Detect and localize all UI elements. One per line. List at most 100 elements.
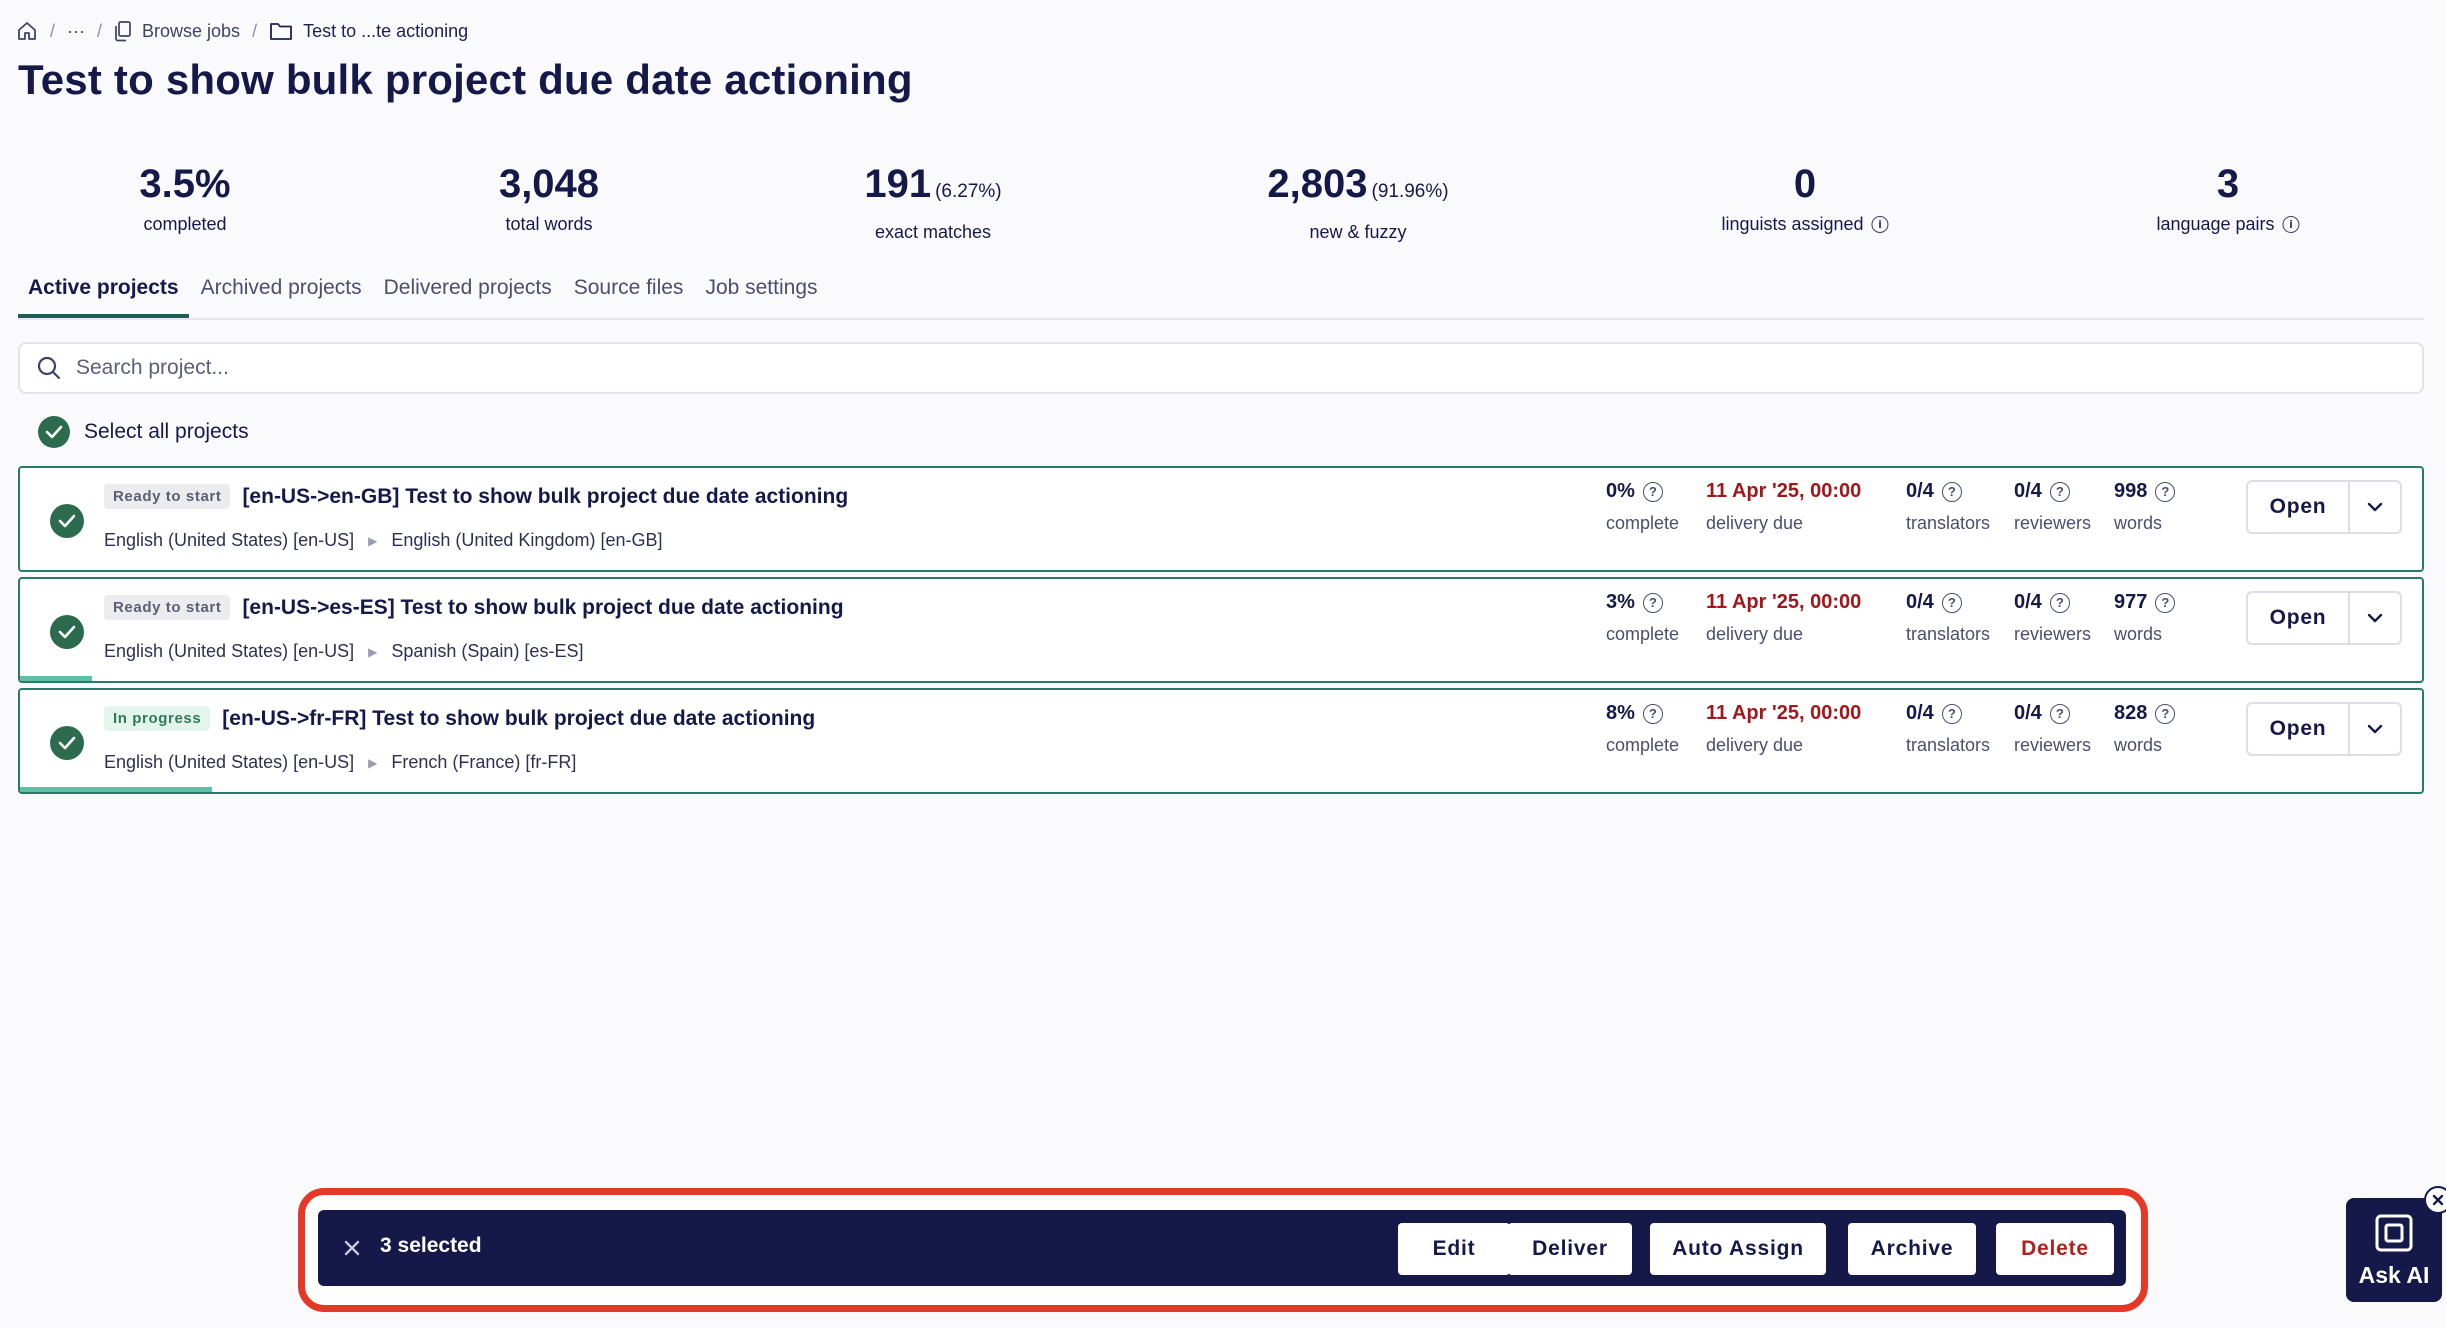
metric-value: 0/4 [1906,702,1934,724]
project-row: Ready to start [en-US->es-ES] Test to sh… [18,577,2424,683]
progress-fill [20,787,213,792]
stat-exact-matches: 191 (6.27%) exact matches [864,160,1001,243]
close-icon[interactable] [2424,1186,2446,1214]
project-row: Ready to start [en-US->en-GB] Test to sh… [18,466,2424,572]
search-bar [18,342,2424,394]
ask-ai-label: Ask AI [2358,1261,2430,1288]
project-name[interactable]: [en-US->fr-FR] Test to show bulk project… [222,706,816,730]
metric-value: 11 Apr '25, 00:00 [1706,480,1862,502]
archive-button[interactable]: Archive [1848,1223,1976,1275]
ask-ai-button[interactable]: Ask AI [2346,1198,2442,1302]
deliver-button[interactable]: Deliver [1508,1223,1632,1275]
language-pair: English (United States) [en-US] ▶ Spanis… [104,641,583,662]
metric-value: 0/4 [2014,480,2042,502]
metric-value: 0/4 [2014,702,2042,724]
help-icon[interactable]: ? [1642,703,1663,724]
tab-job-settings[interactable]: Job settings [705,276,818,299]
help-icon[interactable]: ? [1642,481,1663,502]
chevron-right-icon: ▶ [368,755,378,770]
target-language: French (France) [fr-FR] [391,752,577,772]
metric-words: 977? words [2114,591,2176,645]
help-icon[interactable]: ? [2155,481,2176,502]
metric-complete: 8%? complete [1606,702,1679,756]
project-tabs: Active projects Archived projects Delive… [18,268,2424,320]
tab-archived-projects[interactable]: Archived projects [200,276,362,299]
metric-translators: 0/4? translators [1906,480,1990,534]
open-button[interactable]: Open [2248,593,2350,643]
metric-words: 828? words [2114,702,2176,756]
source-language: English (United States) [en-US] [104,752,355,772]
stat-label: total words [505,214,593,234]
help-icon[interactable]: ? [1941,592,1962,613]
select-all-label: Select all projects [84,420,249,443]
project-name[interactable]: [en-US->en-GB] Test to show bulk project… [242,484,849,508]
open-button[interactable]: Open [2248,482,2350,532]
select-all-projects[interactable]: Select all projects [38,416,249,448]
stat-value: 3.5% [139,162,231,206]
help-icon[interactable]: ? [1941,481,1962,502]
metric-value: 0% [1606,480,1635,502]
checked-icon[interactable] [38,416,70,448]
metric-label: reviewers [2014,513,2092,533]
tab-source-files[interactable]: Source files [573,276,684,299]
project-name[interactable]: [en-US->es-ES] Test to show bulk project… [242,595,844,619]
project-row: In progress [en-US->fr-FR] Test to show … [18,688,2424,794]
help-icon[interactable]: ? [2155,703,2176,724]
chevron-right-icon: ▶ [368,533,378,548]
source-language: English (United States) [en-US] [104,530,355,550]
help-icon[interactable]: ? [2049,481,2070,502]
metric-value: 11 Apr '25, 00:00 [1706,702,1862,724]
checked-icon[interactable] [50,615,84,649]
stat-language-pairs: 3 language pairs i [2156,160,2300,235]
stat-total-words: 3,048 total words [499,160,599,235]
chevron-down-icon[interactable] [2350,704,2400,754]
status-badge: Ready to start [104,484,231,509]
language-pair: English (United States) [en-US] ▶ French… [104,752,576,773]
help-icon[interactable]: ? [2049,592,2070,613]
progress-track [20,787,2422,792]
metric-label: complete [1606,735,1680,755]
help-icon[interactable]: ? [2049,703,2070,724]
target-language: English (United Kingdom) [en-GB] [391,530,663,550]
breadcrumb-current: Test to ...te actioning [269,21,468,42]
breadcrumb-more[interactable]: ··· [67,20,85,41]
tab-active-projects[interactable]: Active projects [18,268,189,318]
metric-value: 977 [2114,591,2148,613]
metric-value: 0/4 [1906,480,1934,502]
status-badge: Ready to start [104,595,231,620]
help-icon[interactable]: ? [2155,592,2176,613]
metric-label: translators [1906,624,1991,644]
breadcrumb-separator: / [50,20,56,41]
home-icon [18,22,36,40]
chevron-down-icon[interactable] [2350,482,2400,532]
breadcrumb-home[interactable] [16,20,38,42]
chevron-down-icon[interactable] [2350,593,2400,643]
close-icon[interactable] [338,1234,366,1262]
metric-delivery-due: 11 Apr '25, 00:00 delivery due [1706,480,1861,534]
stat-value: 3,048 [498,162,600,206]
chevron-right-icon: ▶ [368,644,378,659]
checked-icon[interactable] [50,726,84,760]
metric-value: 8% [1606,702,1635,724]
edit-button[interactable]: Edit [1398,1223,1510,1275]
help-icon[interactable]: ? [1941,703,1962,724]
help-icon[interactable]: ? [1642,592,1663,613]
breadcrumb-browse-jobs-label: Browse jobs [142,20,241,41]
metric-label: reviewers [2014,624,2092,644]
search-input[interactable] [76,356,2276,380]
info-icon[interactable]: i [2282,216,2300,233]
auto-assign-button[interactable]: Auto Assign [1650,1223,1826,1275]
metric-label: delivery due [1706,735,1804,755]
open-button-group: Open [2246,480,2402,534]
info-icon[interactable]: i [1871,216,1889,233]
checked-icon[interactable] [50,504,84,538]
open-button[interactable]: Open [2248,704,2350,754]
stat-percent: (91.96%) [1371,181,1449,202]
tab-delivered-projects[interactable]: Delivered projects [383,276,552,299]
stat-label: linguists assigned i [1721,214,1889,235]
stat-linguists-assigned: 0 linguists assigned i [1721,160,1889,235]
stat-label: new & fuzzy [1309,222,1407,242]
delete-button[interactable]: Delete [1996,1223,2114,1275]
breadcrumb-browse-jobs[interactable]: Browse jobs [114,20,240,42]
